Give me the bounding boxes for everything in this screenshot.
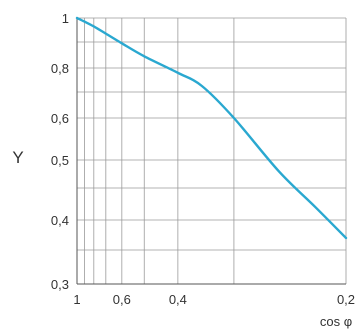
- series-layer: [75, 16, 348, 240]
- x-tick-label: 1: [73, 292, 80, 307]
- y-tick-label: 0,5: [51, 153, 69, 168]
- y-tick-label: 0,6: [51, 111, 69, 126]
- x-tick-label: 0,2: [337, 292, 355, 307]
- x-tick-label: 0,6: [113, 292, 131, 307]
- y-axis-label: Y: [12, 148, 23, 167]
- y-tick-label: 0,8: [51, 61, 69, 76]
- y-tick-label: 1: [62, 11, 69, 26]
- series-line: [75, 16, 348, 240]
- y-tick-label: 0,4: [51, 213, 69, 228]
- x-axis-label: cos φ: [320, 314, 352, 329]
- grid-layer: [76, 17, 347, 285]
- x-tick-label: 0,4: [169, 292, 187, 307]
- y-tick-label: 0,3: [51, 277, 69, 292]
